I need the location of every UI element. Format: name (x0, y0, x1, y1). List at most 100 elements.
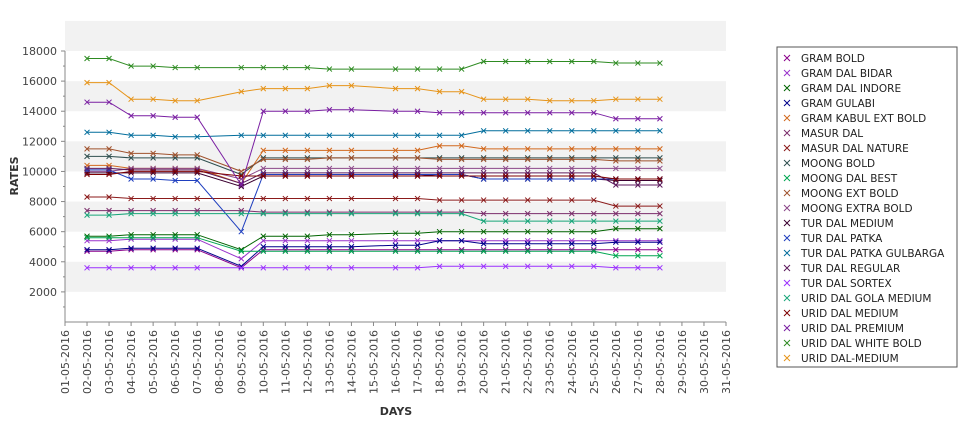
data-point (657, 176, 663, 182)
data-point (546, 156, 553, 163)
data-point (546, 248, 553, 255)
data-point (480, 127, 487, 134)
series-masur-dal-nature (84, 194, 663, 209)
series-tur-dal-patka-gulbarga (84, 127, 663, 140)
data-point (106, 264, 112, 271)
x-tick-label: 24-05-2016 (566, 330, 579, 394)
data-point (414, 132, 421, 139)
data-point (128, 96, 134, 103)
data-point (546, 228, 553, 235)
x-tick-label: 01-05-2016 (59, 330, 72, 394)
data-point (657, 146, 663, 152)
data-point (458, 237, 465, 244)
data-point (568, 263, 575, 270)
data-point (238, 64, 245, 71)
data-point (194, 177, 201, 184)
data-point (590, 156, 597, 163)
data-point (568, 228, 575, 235)
data-point (524, 156, 531, 163)
data-point (568, 173, 575, 179)
data-point (635, 246, 641, 253)
data-point (172, 210, 179, 217)
data-point (458, 66, 465, 72)
data-point (150, 210, 156, 217)
data-point (436, 165, 443, 172)
data-point (128, 132, 134, 139)
data-point (260, 243, 267, 250)
legend-item: GRAM DAL BIDAR (801, 68, 893, 80)
data-point (238, 182, 245, 188)
grid-band (65, 20, 726, 51)
data-point (260, 108, 267, 115)
data-point (282, 132, 289, 139)
x-axis-title: DAYS (380, 405, 413, 418)
data-point (106, 153, 112, 160)
data-point (348, 165, 355, 172)
x-tick-label: 31-05-2016 (720, 330, 733, 394)
legend-box (776, 46, 958, 368)
data-point (502, 173, 509, 179)
data-point (502, 240, 509, 247)
data-point (260, 233, 267, 240)
data-point (502, 156, 509, 163)
legend-marker (783, 189, 791, 197)
data-point (282, 85, 289, 92)
data-point (304, 248, 311, 255)
data-point (612, 182, 619, 188)
y-tick-label: 18000 (22, 45, 57, 58)
data-point (392, 173, 399, 179)
data-point (414, 165, 421, 172)
data-point (238, 228, 245, 235)
data-point (282, 233, 289, 240)
data-point (304, 233, 311, 240)
data-point (150, 112, 156, 119)
data-point (612, 218, 619, 224)
data-point (392, 237, 399, 244)
data-point (480, 96, 487, 103)
legend-item: MOONG DAL BEST (801, 173, 898, 185)
data-point (612, 264, 619, 271)
data-point (392, 66, 399, 72)
data-point (568, 109, 575, 116)
data-point (106, 194, 112, 200)
data-point (348, 82, 355, 89)
legend-item: TUR DAL MEDIUM (800, 218, 894, 230)
y-tick-label: 12000 (22, 135, 57, 148)
series-gram-dal-indore (84, 225, 663, 253)
legend-marker (783, 249, 791, 257)
data-point (612, 127, 619, 134)
data-point (392, 264, 399, 271)
x-tick-label: 04-05-2016 (125, 330, 138, 394)
data-point (348, 147, 355, 154)
data-point (546, 109, 553, 116)
x-tick-label: 28-05-2016 (654, 330, 667, 394)
data-point (414, 248, 421, 255)
data-point (84, 146, 90, 152)
data-point (150, 96, 156, 103)
data-point (480, 197, 487, 203)
data-point (635, 225, 641, 232)
data-point (635, 96, 641, 103)
data-point (282, 156, 289, 163)
data-point (150, 245, 156, 252)
data-point (282, 108, 289, 115)
x-tick-label: 08-05-2016 (213, 330, 226, 394)
data-point (106, 99, 112, 106)
data-point (326, 173, 333, 179)
data-point (84, 207, 90, 214)
data-point (458, 228, 465, 235)
data-point (414, 195, 421, 202)
data-point (590, 263, 597, 270)
data-point (458, 173, 465, 179)
data-point (84, 212, 90, 218)
data-point (502, 109, 509, 116)
data-point (128, 168, 134, 175)
series-moong-ext-bold (84, 146, 663, 175)
data-point (326, 195, 333, 202)
x-tick-label: 27-05-2016 (632, 330, 645, 394)
data-point (260, 264, 267, 271)
data-point (260, 173, 267, 179)
legend-marker (783, 129, 791, 137)
data-point (128, 176, 134, 182)
data-point (326, 248, 333, 255)
